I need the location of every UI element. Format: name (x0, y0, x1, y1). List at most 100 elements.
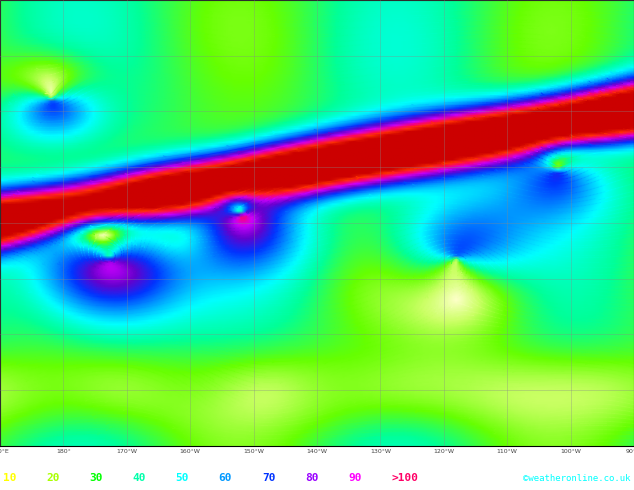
FancyArrowPatch shape (495, 286, 498, 289)
FancyArrowPatch shape (36, 210, 39, 213)
FancyArrowPatch shape (613, 347, 616, 350)
FancyArrowPatch shape (40, 170, 43, 173)
FancyArrowPatch shape (521, 305, 524, 308)
FancyArrowPatch shape (321, 235, 325, 238)
FancyArrowPatch shape (296, 156, 299, 159)
FancyArrowPatch shape (222, 325, 225, 328)
FancyArrowPatch shape (404, 197, 407, 200)
FancyArrowPatch shape (41, 134, 43, 137)
FancyArrowPatch shape (214, 254, 217, 257)
FancyArrowPatch shape (597, 2, 600, 4)
FancyArrowPatch shape (194, 182, 197, 185)
FancyArrowPatch shape (311, 381, 314, 384)
FancyArrowPatch shape (12, 94, 15, 97)
FancyArrowPatch shape (442, 140, 444, 143)
FancyArrowPatch shape (292, 352, 294, 354)
FancyArrowPatch shape (106, 421, 109, 424)
FancyArrowPatch shape (297, 381, 301, 384)
FancyArrowPatch shape (594, 246, 597, 248)
FancyArrowPatch shape (586, 309, 588, 312)
FancyArrowPatch shape (469, 289, 472, 292)
FancyArrowPatch shape (451, 286, 454, 288)
FancyArrowPatch shape (106, 384, 109, 386)
FancyArrowPatch shape (415, 217, 418, 219)
FancyArrowPatch shape (25, 379, 29, 382)
FancyArrowPatch shape (439, 170, 442, 172)
FancyArrowPatch shape (63, 159, 66, 162)
FancyArrowPatch shape (399, 419, 403, 422)
FancyArrowPatch shape (555, 0, 557, 1)
FancyArrowPatch shape (13, 335, 16, 338)
FancyArrowPatch shape (45, 91, 48, 94)
FancyArrowPatch shape (586, 362, 588, 364)
FancyArrowPatch shape (588, 81, 592, 84)
FancyArrowPatch shape (323, 222, 326, 224)
FancyArrowPatch shape (98, 442, 101, 445)
FancyArrowPatch shape (555, 230, 558, 233)
FancyArrowPatch shape (190, 240, 193, 242)
FancyArrowPatch shape (582, 12, 585, 15)
FancyArrowPatch shape (578, 343, 581, 345)
FancyArrowPatch shape (493, 0, 496, 1)
FancyArrowPatch shape (162, 197, 165, 200)
FancyArrowPatch shape (316, 79, 319, 82)
FancyArrowPatch shape (415, 410, 418, 413)
FancyArrowPatch shape (325, 351, 328, 354)
FancyArrowPatch shape (605, 39, 609, 42)
FancyArrowPatch shape (275, 291, 278, 294)
FancyArrowPatch shape (450, 82, 453, 84)
FancyArrowPatch shape (242, 188, 245, 191)
FancyArrowPatch shape (315, 119, 318, 122)
FancyArrowPatch shape (309, 106, 311, 109)
FancyArrowPatch shape (490, 435, 493, 438)
FancyArrowPatch shape (311, 57, 314, 60)
FancyArrowPatch shape (316, 359, 319, 361)
FancyArrowPatch shape (145, 24, 148, 26)
FancyArrowPatch shape (75, 137, 78, 140)
FancyArrowPatch shape (51, 245, 55, 248)
FancyArrowPatch shape (249, 311, 252, 314)
FancyArrowPatch shape (314, 65, 318, 68)
FancyArrowPatch shape (285, 211, 288, 214)
FancyArrowPatch shape (307, 247, 311, 249)
FancyArrowPatch shape (40, 167, 43, 169)
FancyArrowPatch shape (152, 84, 155, 87)
FancyArrowPatch shape (485, 342, 488, 344)
FancyArrowPatch shape (276, 313, 279, 316)
FancyArrowPatch shape (476, 296, 479, 299)
FancyArrowPatch shape (617, 215, 620, 218)
FancyArrowPatch shape (178, 418, 181, 421)
FancyArrowPatch shape (42, 262, 46, 265)
FancyArrowPatch shape (142, 244, 145, 247)
Text: Sá 18-05-2024 00:00 UTC (06+90): Sá 18-05-2024 00:00 UTC (06+90) (464, 456, 631, 465)
FancyArrowPatch shape (415, 85, 418, 88)
FancyArrowPatch shape (23, 256, 26, 259)
FancyArrowPatch shape (381, 165, 384, 167)
FancyArrowPatch shape (613, 9, 616, 12)
FancyArrowPatch shape (313, 6, 316, 9)
FancyArrowPatch shape (276, 337, 279, 339)
Text: 30: 30 (89, 473, 103, 483)
FancyArrowPatch shape (527, 350, 531, 352)
FancyArrowPatch shape (105, 437, 108, 440)
Text: 100°W: 100°W (560, 449, 581, 454)
FancyArrowPatch shape (578, 301, 581, 304)
FancyArrowPatch shape (216, 0, 219, 1)
FancyArrowPatch shape (84, 24, 86, 26)
Text: 20: 20 (46, 473, 60, 483)
FancyArrowPatch shape (88, 237, 91, 240)
FancyArrowPatch shape (462, 0, 465, 1)
FancyArrowPatch shape (588, 92, 592, 95)
FancyArrowPatch shape (586, 236, 590, 239)
Text: 50: 50 (176, 473, 189, 483)
FancyArrowPatch shape (315, 123, 318, 126)
FancyArrowPatch shape (524, 0, 526, 1)
FancyArrowPatch shape (314, 21, 317, 24)
Text: 130°W: 130°W (370, 449, 391, 454)
FancyArrowPatch shape (91, 181, 93, 184)
FancyArrowPatch shape (424, 132, 427, 134)
FancyArrowPatch shape (495, 221, 498, 223)
FancyArrowPatch shape (411, 104, 415, 107)
FancyArrowPatch shape (332, 292, 335, 294)
FancyArrowPatch shape (41, 257, 44, 260)
